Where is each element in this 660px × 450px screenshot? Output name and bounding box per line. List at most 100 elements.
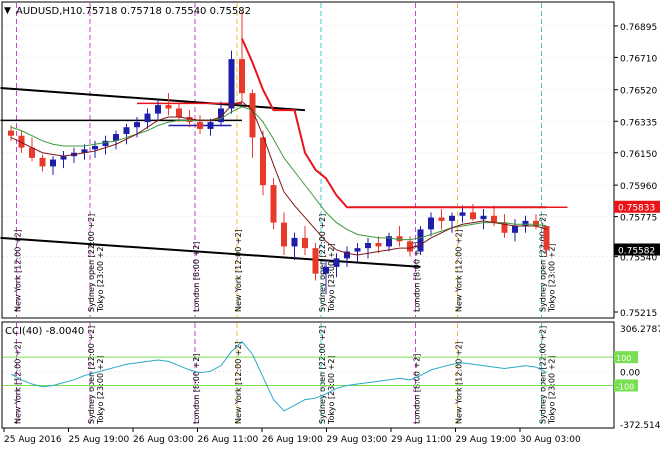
candle-body xyxy=(438,217,445,221)
price-marker xyxy=(614,200,660,213)
session-label: London [8:00 +2] xyxy=(192,242,201,312)
price-tick-label: 0.75775 xyxy=(620,214,657,224)
candle-body xyxy=(228,59,235,109)
candle-body xyxy=(197,122,203,129)
candle-body xyxy=(365,243,371,249)
cci-line xyxy=(10,340,547,412)
session-label: Tokyo [23:00 +2] xyxy=(327,355,336,425)
candle-body xyxy=(501,222,508,233)
candle-body xyxy=(113,134,119,141)
candle-body xyxy=(302,237,308,249)
candle-body xyxy=(375,243,382,247)
session-label: Sydney open [22:00 +2] xyxy=(87,326,96,424)
candle-body xyxy=(428,217,434,230)
candle-body xyxy=(533,220,539,226)
candle-body xyxy=(333,258,340,267)
candle-body xyxy=(239,59,245,94)
cci-tick-label: -100 xyxy=(616,382,634,391)
candle-body xyxy=(134,122,140,128)
candle-body xyxy=(417,229,424,252)
candle-body xyxy=(470,212,476,220)
cci-tick-label: 100 xyxy=(616,354,631,363)
candle-body xyxy=(323,266,329,274)
price-pane[interactable] xyxy=(1,1,615,319)
price-marker-label: 0.75582 xyxy=(618,246,655,256)
candle-body xyxy=(39,157,46,167)
time-tick-label: 26 Aug 03:00 xyxy=(133,435,194,445)
session-label: New York [12:00 +2] xyxy=(14,229,23,312)
session-label: Sydney open [22:00 +2] xyxy=(539,214,548,312)
time-tick-label: 25 Aug 19:00 xyxy=(69,435,130,445)
candle-body xyxy=(8,130,14,136)
candle-body xyxy=(459,212,466,216)
session-label: Tokyo [23:00 +2] xyxy=(548,355,557,425)
time-tick-label: 30 Aug 03:00 xyxy=(520,435,581,445)
candle-body xyxy=(81,149,88,153)
session-label: Tokyo [23:00 +2] xyxy=(548,243,557,313)
candle-body xyxy=(144,113,151,123)
price-tick-label: 0.75960 xyxy=(620,182,657,192)
session-label: New York [12:00 +2] xyxy=(234,229,243,312)
candle-body xyxy=(165,105,172,109)
candle-body xyxy=(291,237,298,247)
session-label: Sydney open [22:00 +2] xyxy=(539,326,548,424)
ma-green-line xyxy=(10,106,547,241)
candle-body xyxy=(186,116,193,123)
candle-body xyxy=(218,108,224,123)
candle-body xyxy=(396,236,403,242)
candle-body xyxy=(491,215,497,223)
session-label: New York [12:00 +2] xyxy=(234,341,243,424)
indicator-title: CCI(40) -8.0040 xyxy=(5,326,84,337)
price-tick-label: 0.76150 xyxy=(620,150,657,160)
candle-body xyxy=(270,185,277,223)
cci-tick-label: -372.5149 xyxy=(620,421,660,431)
candle-body xyxy=(480,215,487,220)
price-tick-label: 0.76710 xyxy=(620,54,657,64)
price-marker-label: 0.75833 xyxy=(618,204,655,214)
candle-body xyxy=(207,122,214,129)
session-label: Sydney open [22:00 +2] xyxy=(87,214,96,312)
time-tick-label: 26 Aug 19:00 xyxy=(262,435,323,445)
chart-header-ohlc: 0.75718 0.75718 0.75540 0.75582 xyxy=(76,6,251,17)
candle-body xyxy=(155,105,161,114)
session-label: New York [12:00 +2] xyxy=(14,341,23,424)
session-label: Sydney open [22:00 +2] xyxy=(318,326,327,424)
candle-body xyxy=(60,156,67,160)
time-tick-label: 25 Aug 2016 xyxy=(4,435,62,445)
session-label: London [8:00 +2] xyxy=(192,354,201,424)
session-label: London [8:00 +2] xyxy=(413,242,422,312)
ma-red-line xyxy=(241,38,547,209)
candle-body xyxy=(50,159,56,167)
time-tick-label: 29 Aug 11:00 xyxy=(391,435,452,445)
cci-level-marker xyxy=(614,351,638,364)
candle-body xyxy=(18,135,25,148)
session-label: Tokyo [23:00 +2] xyxy=(96,243,105,313)
ma-dark-line xyxy=(10,101,547,256)
candle-body xyxy=(522,220,529,226)
candle-body xyxy=(386,236,392,247)
candle-body xyxy=(281,222,287,247)
indicator-pane[interactable] xyxy=(1,321,615,429)
candle-body xyxy=(123,127,130,135)
candle-body xyxy=(249,93,256,138)
price-tick-label: 0.76520 xyxy=(620,87,657,97)
time-tick-label: 29 Aug 03:00 xyxy=(327,435,388,445)
candle-body xyxy=(260,137,266,186)
candle-body xyxy=(449,215,455,221)
candle-body xyxy=(29,147,35,158)
trendline-lower xyxy=(0,236,421,268)
price-tick-label: 0.76335 xyxy=(620,118,657,128)
candle-body xyxy=(176,108,182,117)
session-label: New York [12:00 +2] xyxy=(455,229,464,312)
chart-header-arrow: ▼ xyxy=(4,6,11,16)
chart-header-symbol: AUDUSD,H1 xyxy=(16,6,76,17)
time-tick-label: 26 Aug 11:00 xyxy=(198,435,259,445)
cci-tick-label: 0.00 xyxy=(620,368,640,378)
candle-body xyxy=(92,145,98,150)
candle-body xyxy=(344,251,350,259)
candle-body xyxy=(407,241,413,252)
session-label: New York [12:00 +2] xyxy=(455,341,464,424)
session-label: Sydney open [22:00 +2] xyxy=(318,214,327,312)
session-label: London [8:00 +2] xyxy=(413,354,422,424)
